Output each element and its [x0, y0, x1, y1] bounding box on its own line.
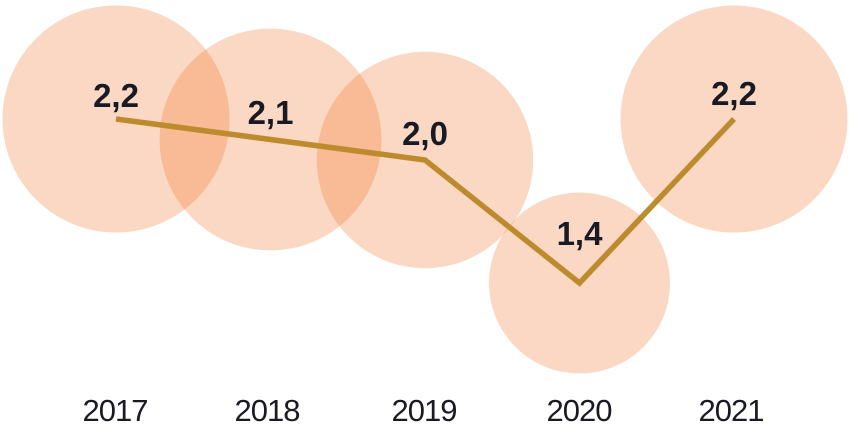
- value-label-2017: 2,2: [93, 77, 139, 114]
- x-axis-label-2018: 2018: [235, 393, 300, 425]
- value-label-2021: 2,2: [711, 75, 757, 112]
- x-axis-label-2020: 2020: [547, 393, 613, 425]
- x-axis-label-group: 2017 2018 2019 2020 2021: [83, 393, 765, 425]
- x-axis-label-2017: 2017: [83, 393, 148, 425]
- x-axis-label-2021: 2021: [699, 393, 764, 425]
- value-label-2018: 2,1: [248, 94, 294, 131]
- x-axis-label-2019: 2019: [392, 393, 457, 425]
- value-label-2020: 1,4: [557, 215, 604, 252]
- value-label-group: 2,2 2,1 2,0 1,4 2,2: [93, 75, 757, 252]
- bubble-group: [2, 5, 848, 374]
- value-label-2019: 2,0: [402, 115, 448, 152]
- trend-line: [115, 116, 737, 287]
